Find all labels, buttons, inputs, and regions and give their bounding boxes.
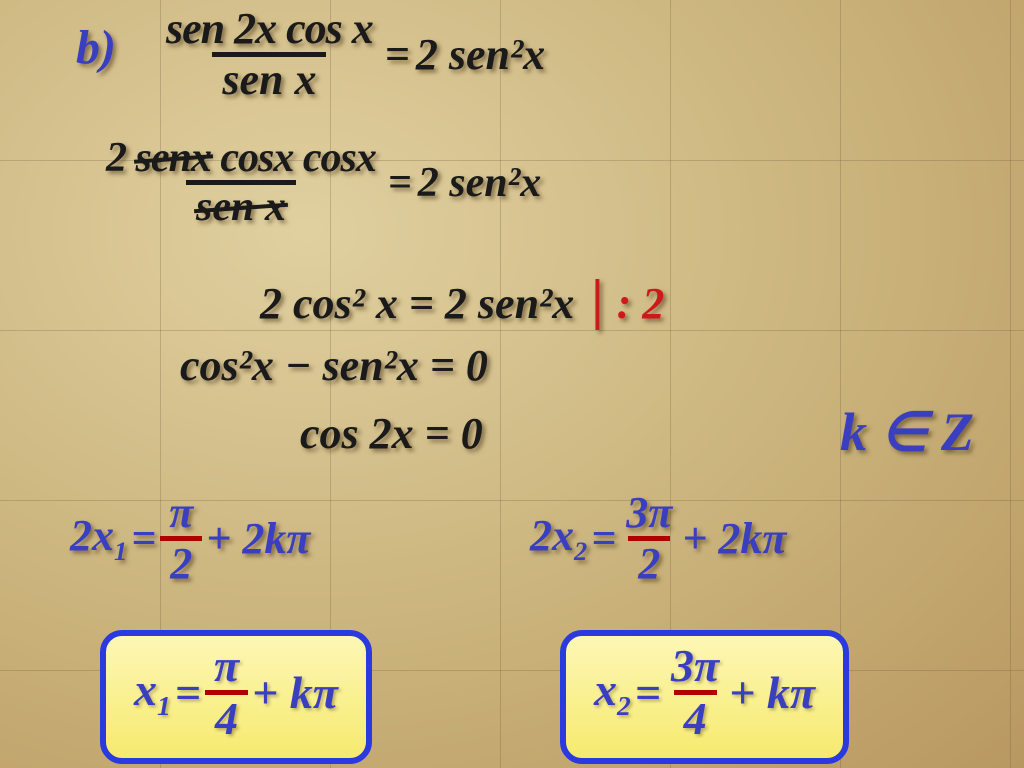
solution-1: 2x1 = π 2 + 2kπ (70, 490, 310, 587)
problem-label: b) (76, 20, 116, 75)
ans2-frac: 3π 4 (665, 642, 725, 744)
ans1-pre: x (134, 664, 157, 715)
ans1-eq: = (175, 666, 201, 719)
sol1-lhs: 2x1 (70, 510, 127, 567)
ans1-tail: + kπ (252, 666, 338, 719)
sol1-eq: = (131, 513, 156, 564)
sol2-den: 2 (628, 536, 670, 587)
sol2-eq: = (591, 513, 616, 564)
equation-line-4: cos²x − sen²x = 0 (180, 340, 488, 391)
answer-box-1: x1 = π 4 + kπ (100, 630, 372, 764)
ans2-num: 3π (665, 642, 725, 690)
equation-line-2: 2 senx cosx cosx sen x = 2 sen²x (100, 136, 541, 229)
sol2-pre: 2x (530, 511, 574, 560)
sol1-den: 2 (160, 536, 202, 587)
sol2-tail: + 2kπ (682, 513, 786, 564)
ans2-pre: x (594, 664, 617, 715)
sol2-sub: 2 (574, 536, 587, 566)
ans2-lhs: x2 (594, 663, 631, 722)
fraction-1: sen 2x cos x sen x (160, 6, 379, 103)
ans1-den: 4 (205, 690, 248, 743)
ans2-eq: = (635, 666, 661, 719)
fraction-1-den: sen x (212, 52, 326, 103)
sol1-pre: 2x (70, 511, 114, 560)
fraction-2-den: sen x (186, 180, 296, 229)
solution-2: 2x2 = 3π 2 + 2kπ (530, 490, 786, 587)
sol2-num: 3π (620, 490, 678, 536)
rhs-1: 2 sen²x (416, 29, 545, 80)
den2-strike: sen x (196, 185, 286, 229)
ans1-sub: 1 (157, 690, 171, 721)
line3-lhs: 2 cos² x = 2 sen²x (260, 279, 574, 328)
rhs-2: 2 sen²x (418, 159, 541, 207)
sol2-lhs: 2x2 (530, 510, 587, 567)
equation-line-1: sen 2x cos x sen x = 2 sen²x (160, 6, 545, 103)
fraction-2: 2 senx cosx cosx sen x (100, 136, 382, 229)
equals-2: = (388, 159, 412, 207)
equals-1: = (385, 29, 410, 80)
ans1-num: π (208, 642, 245, 690)
sol2-frac: 3π 2 (620, 490, 678, 587)
answer-box-2: x2 = 3π 4 + kπ (560, 630, 849, 764)
num2-strike: senx (136, 136, 211, 180)
sol1-tail: + 2kπ (206, 513, 310, 564)
sol1-frac: π 2 (160, 490, 202, 587)
ans2-sub: 2 (617, 690, 631, 721)
equation-line-5: cos 2x = 0 (300, 408, 483, 459)
line3-bar: | (591, 269, 603, 331)
num2-prefix: 2 (106, 135, 136, 181)
ans2-den: 4 (674, 690, 717, 743)
sol1-num: π (163, 490, 199, 536)
ans2-tail: + kπ (729, 666, 815, 719)
fraction-2-num: 2 senx cosx cosx (100, 136, 382, 180)
equation-line-3: 2 cos² x = 2 sen²x | : 2 (260, 268, 664, 332)
ans1-lhs: x1 (134, 663, 171, 722)
k-in-z: k ∈ Z (840, 400, 974, 463)
line3-op: : 2 (617, 279, 665, 328)
sol1-sub: 1 (114, 536, 127, 566)
num2-mid: cosx cosx (211, 135, 376, 181)
fraction-1-num: sen 2x cos x (160, 6, 379, 52)
ans1-frac: π 4 (205, 642, 248, 744)
